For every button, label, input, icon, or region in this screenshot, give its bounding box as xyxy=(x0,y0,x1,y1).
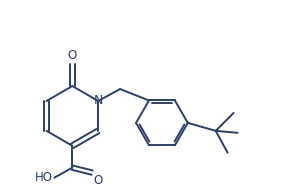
Text: HO: HO xyxy=(35,171,52,184)
Text: O: O xyxy=(68,49,77,62)
Text: N: N xyxy=(94,94,103,107)
Text: O: O xyxy=(93,174,103,187)
